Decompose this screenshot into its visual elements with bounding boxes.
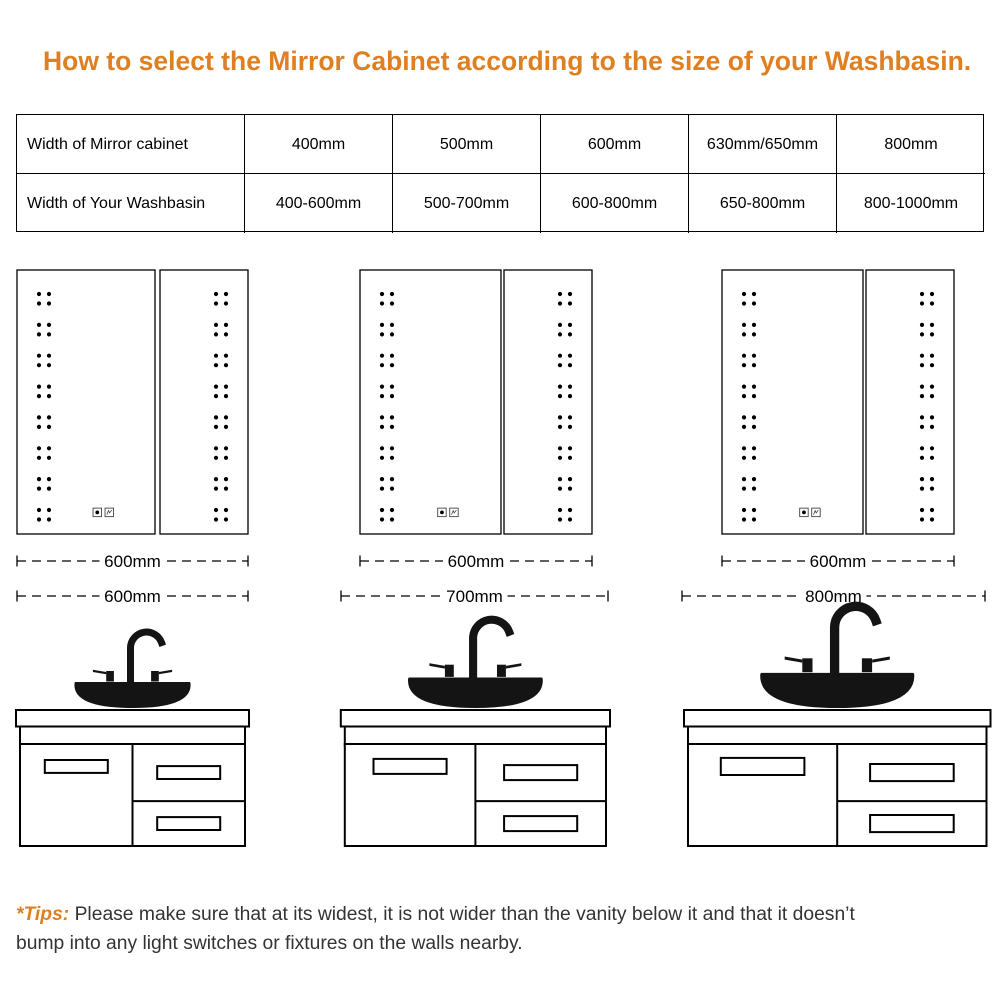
svg-text:600mm: 600mm bbox=[104, 552, 161, 571]
svg-text:600mm: 600mm bbox=[810, 552, 867, 571]
svg-text:600mm: 600mm bbox=[104, 587, 161, 606]
svg-text:700mm: 700mm bbox=[446, 587, 503, 606]
svg-text:600mm: 600mm bbox=[448, 552, 505, 571]
